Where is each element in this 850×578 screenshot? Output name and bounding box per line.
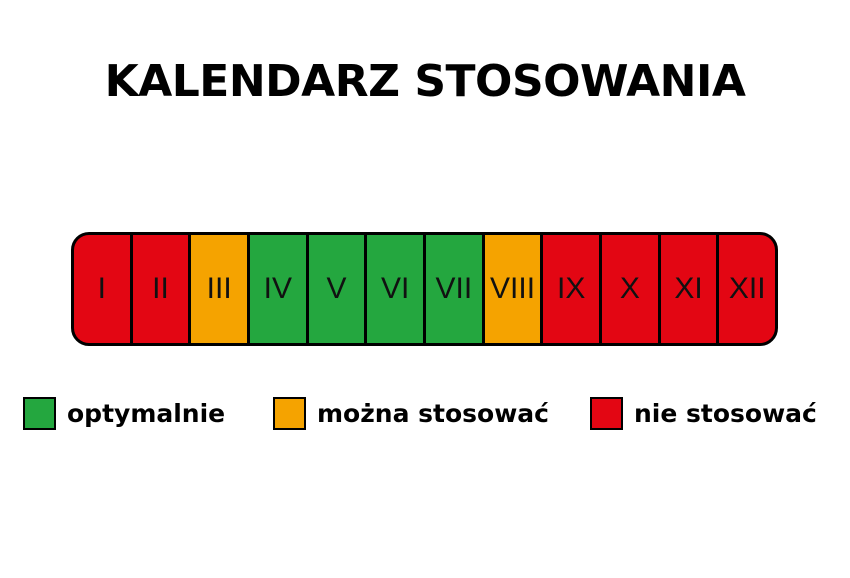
legend-item-no: nie stosować: [590, 397, 817, 430]
month-cell-VIII: VIII: [484, 235, 541, 343]
month-cell-V: V: [308, 235, 365, 343]
month-cell-IV: IV: [250, 235, 306, 343]
month-cell-VI: VI: [367, 235, 424, 343]
month-calendar-bar: I II III IV V VI VII VIII IX X XI XII: [71, 232, 778, 346]
month-cell-VII: VII: [426, 235, 482, 343]
month-cell-XI: XI: [660, 235, 717, 343]
month-cell-IX: IX: [543, 235, 600, 343]
legend-swatch: [273, 397, 306, 430]
legend-item-possible: można stosować: [273, 397, 549, 430]
legend-item-optimal: optymalnie: [23, 397, 225, 430]
month-cell-X: X: [602, 235, 658, 343]
legend-label: można stosować: [317, 399, 549, 428]
legend-label: optymalnie: [67, 399, 226, 428]
legend-swatch: [590, 397, 623, 430]
month-cell-II: II: [132, 235, 189, 343]
legend-swatch: [23, 397, 56, 430]
month-cell-XII: XII: [719, 235, 775, 343]
month-cell-III: III: [191, 235, 248, 343]
legend-label: nie stosować: [634, 399, 817, 428]
page-title: KALENDARZ STOSOWANIA: [104, 56, 746, 107]
month-cell-I: I: [74, 235, 130, 343]
